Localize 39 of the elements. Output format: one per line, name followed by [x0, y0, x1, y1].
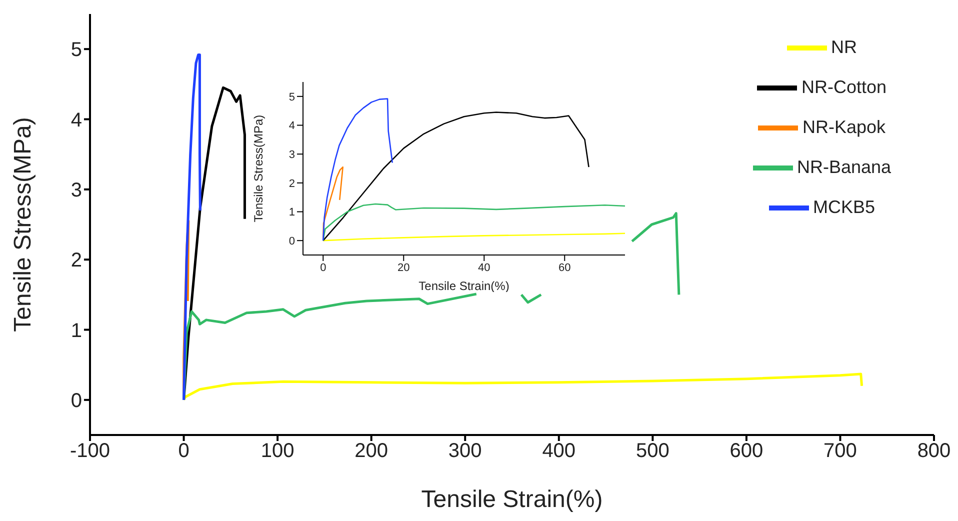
y-tick-label: 3 — [70, 180, 82, 202]
y-tick-label: 3 — [288, 148, 295, 161]
line-series — [182, 372, 864, 402]
x-tick-label: 0 — [178, 440, 190, 462]
y-tick-label: 1 — [70, 320, 82, 342]
legend-label: MCKB5 — [812, 196, 875, 217]
x-tick-label: 400 — [542, 440, 576, 462]
legend-label: NR-Kapok — [802, 116, 886, 137]
y-tick-label: 0 — [70, 390, 82, 412]
y-tick-label: 4 — [288, 120, 295, 132]
y-tick-label: 0 — [288, 235, 295, 248]
y-axis-title: Tensile Stress(MPa) — [10, 117, 37, 332]
x-tick-label: 0 — [320, 262, 326, 274]
y-tick-label: 5 — [70, 39, 82, 62]
x-tick-label: 60 — [558, 262, 571, 274]
line-series — [322, 232, 625, 242]
y-tick-label: 5 — [288, 91, 295, 104]
x-tick-label: 700 — [824, 440, 857, 462]
y-tick-label: 1 — [288, 206, 295, 219]
x-tick-label: 800 — [917, 440, 951, 462]
y-tick-label: 4 — [70, 109, 82, 132]
y-tick-label: 2 — [288, 178, 295, 190]
line-series — [322, 112, 590, 242]
x-tick-label: 500 — [636, 440, 670, 462]
line-series — [322, 98, 394, 242]
x-tick-label: 200 — [354, 440, 388, 462]
x-tick-label: 20 — [398, 262, 410, 274]
y-axis-title: Tensile Stress(MPa) — [251, 114, 266, 222]
y-tick-label: 2 — [70, 250, 82, 272]
x-axis-title: Tensile Strain(%) — [421, 486, 603, 513]
x-tick-label: 100 — [260, 440, 294, 462]
legend-label: NR — [831, 36, 857, 57]
x-tick-label: 600 — [730, 440, 764, 462]
x-tick-label: 300 — [448, 440, 482, 462]
x-tick-label: -100 — [70, 440, 110, 462]
line-series — [182, 53, 202, 402]
legend-label: NR-Cotton — [801, 76, 887, 97]
legend-label: NR-Banana — [796, 156, 892, 177]
x-tick-label: 40 — [478, 262, 490, 274]
